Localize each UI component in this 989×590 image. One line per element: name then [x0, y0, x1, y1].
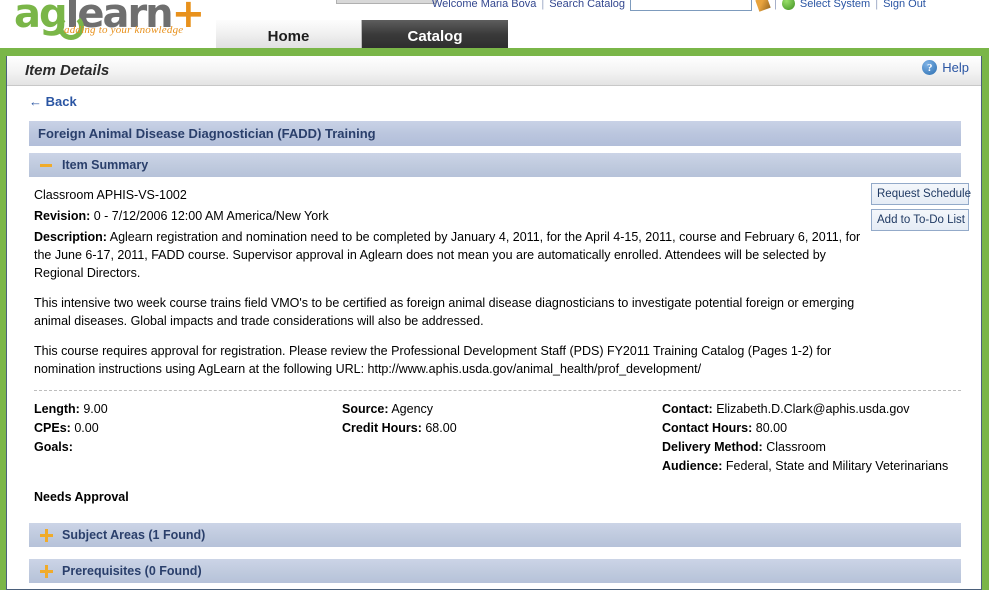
meta-label-source: Source: [342, 402, 389, 416]
item-details-panel: Item Details ? Help ← Back Foreign Anima… [6, 56, 982, 590]
aglearn-logo[interactable]: aglearn+ adding to your knowledge [14, 0, 214, 42]
sign-out-link[interactable]: Sign Out [883, 0, 926, 10]
meta-row-credit-hours: Credit Hours: 68.00 [342, 419, 457, 438]
utility-separator: | [541, 0, 545, 10]
meta-row-source: Source: Agency [342, 400, 457, 419]
description-paragraph-3: This course requires approval for regist… [34, 344, 832, 376]
frame-left-border [0, 48, 6, 590]
meta-label-delivery-method: Delivery Method: [662, 440, 763, 454]
utility-grey-button[interactable] [336, 0, 436, 4]
meta-label-credit-hours: Credit Hours: [342, 421, 422, 435]
help-question-icon: ? [922, 60, 938, 75]
needs-approval-label: Needs Approval [34, 490, 129, 504]
meta-label-audience: Audience: [662, 459, 723, 473]
revision-line: Revision: 0 - 7/12/2006 12:00 AM America… [34, 207, 864, 225]
back-arrow-icon: ← [29, 94, 42, 109]
frame-right-border [982, 48, 989, 590]
revision-value: 0 - 7/12/2006 12:00 AM America/New York [93, 209, 329, 223]
section-label-item-summary: Item Summary [62, 158, 149, 172]
meta-row-cpes: CPEs: 0.00 [34, 419, 108, 438]
metadata-column-1: Length: 9.00 CPEs: 0.00 Goals: [34, 400, 108, 457]
section-label-prerequisites: Prerequisites (0 Found) [62, 564, 202, 578]
expand-plus-icon-2[interactable] [40, 565, 53, 578]
meta-row-audience: Audience: Federal, State and Military Ve… [662, 457, 948, 476]
meta-row-length: Length: 9.00 [34, 400, 108, 419]
brand-green-band [0, 48, 989, 56]
meta-row-delivery-method: Delivery Method: Classroom [662, 438, 948, 457]
description-label: Description: [34, 230, 107, 244]
main-nav-tabs: Home Catalog [216, 20, 508, 52]
item-metadata: Length: 9.00 CPEs: 0.00 Goals: Source: A… [7, 400, 981, 484]
meta-value-contact-hours: 80.00 [755, 421, 788, 435]
metadata-column-2: Source: Agency Credit Hours: 68.00 [342, 400, 457, 438]
metadata-column-3: Contact: Elizabeth.D.Clark@aphis.usda.go… [662, 400, 948, 476]
collapse-minus-icon[interactable] [40, 159, 52, 171]
item-summary-body: Request Schedule Add to To-Do List Class… [7, 177, 981, 378]
select-system-link[interactable]: Select System [799, 0, 871, 10]
add-to-todo-list-button[interactable]: Add to To-Do List [871, 209, 969, 231]
meta-row-goals: Goals: [34, 438, 108, 457]
help-link[interactable]: ? Help [922, 60, 969, 75]
meta-value-cpes: 0.00 [74, 421, 99, 435]
request-schedule-button[interactable]: Request Schedule [871, 183, 971, 205]
back-link[interactable]: ← Back [29, 94, 77, 109]
logo-swirl-icon [58, 14, 84, 40]
green-orb-icon [781, 0, 795, 10]
utility-separator-3: | [875, 0, 879, 10]
meta-label-length: Length: [34, 402, 80, 416]
action-button-group: Request Schedule Add to To-Do List [871, 183, 971, 235]
meta-label-cpes: CPEs: [34, 421, 71, 435]
section-header-item-summary[interactable]: Item Summary [29, 153, 961, 177]
search-catalog-label: Search Catalog [549, 0, 626, 10]
meta-label-contact-hours: Contact Hours: [662, 421, 753, 435]
meta-row-contact: Contact: Elizabeth.D.Clark@aphis.usda.go… [662, 400, 948, 419]
section-label-subject-areas: Subject Areas (1 Found) [62, 528, 206, 542]
utility-bar: Welcome Maria Bova | Search Catalog | Se… [0, 0, 989, 12]
meta-value-delivery-method: Classroom [766, 440, 826, 454]
section-header-prerequisites[interactable]: Prerequisites (0 Found) [29, 559, 961, 583]
back-row: ← Back [7, 86, 981, 117]
meta-row-contact-hours: Contact Hours: 80.00 [662, 419, 948, 438]
help-label: Help [942, 60, 969, 75]
description-paragraph-2: This intensive two week course trains fi… [34, 296, 855, 328]
item-title: Foreign Animal Disease Diagnostician (FA… [38, 126, 376, 141]
item-title-bar: Foreign Animal Disease Diagnostician (FA… [29, 121, 961, 146]
delivery-type-line: Classroom APHIS-VS-1002 [34, 188, 187, 202]
meta-value-credit-hours: 68.00 [425, 421, 457, 435]
section-header-subject-areas[interactable]: Subject Areas (1 Found) [29, 523, 961, 547]
tab-catalog[interactable]: Catalog [362, 20, 508, 52]
meta-label-goals: Goals: [34, 440, 73, 454]
back-label: Back [45, 94, 77, 109]
meta-value-audience: Federal, State and Military Veterinarian… [725, 459, 949, 473]
meta-label-contact: Contact: [662, 402, 713, 416]
meta-value-length: 9.00 [83, 402, 108, 416]
logo-plus-icon: + [171, 0, 205, 37]
revision-label: Revision: [34, 209, 91, 223]
description-line: Description: Aglearn registration and no… [34, 228, 864, 282]
expand-plus-icon[interactable] [40, 529, 53, 542]
page-title: Item Details [25, 62, 110, 79]
summary-divider [34, 390, 961, 391]
description-value: Aglearn registration and nomination need… [34, 230, 861, 280]
utility-separator-2: | [774, 0, 777, 10]
panel-header: Item Details ? Help [7, 56, 981, 86]
meta-value-contact: Elizabeth.D.Clark@aphis.usda.gov [716, 402, 910, 416]
logo-tagline: adding to your knowledge [64, 24, 184, 36]
meta-value-source: Agency [391, 402, 434, 416]
search-catalog-input[interactable] [630, 0, 753, 11]
pencil-icon [755, 0, 771, 12]
tab-home[interactable]: Home [216, 20, 362, 52]
welcome-text: Welcome Maria Bova [432, 0, 537, 10]
